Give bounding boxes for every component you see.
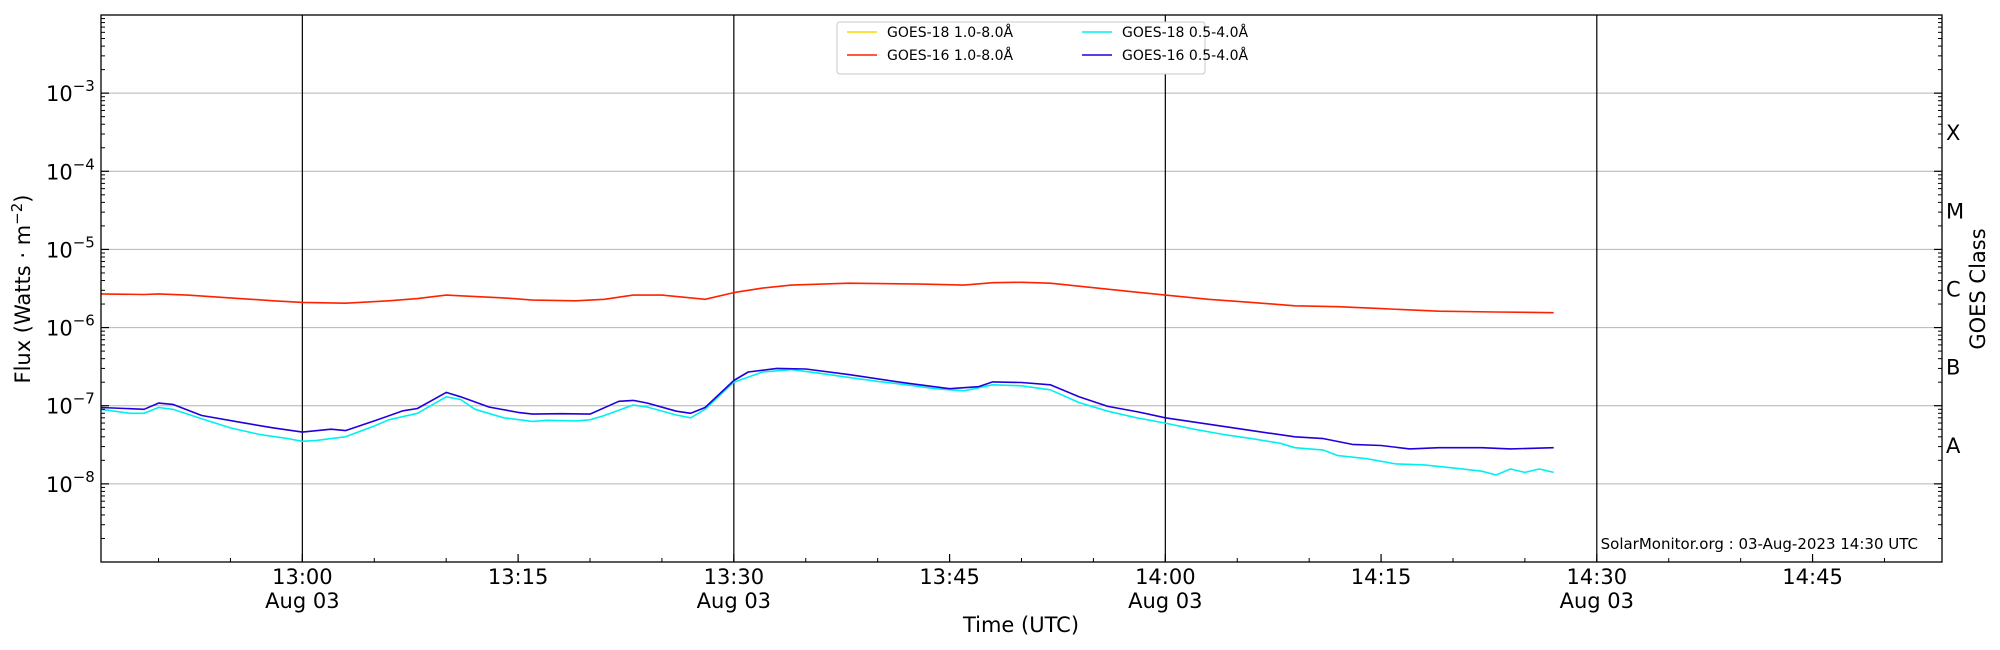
legend-box [836,21,1206,75]
y-axis-label: Flux (Watts · m−2) [8,194,35,383]
legend-label: GOES-16 0.5-4.0Å [1122,47,1248,64]
x-tick-date-label: Aug 03 [265,589,339,613]
right-axis-label: GOES Class [1966,228,1990,349]
series-line-1 [100,281,1554,314]
x-tick-label: 13:00 [272,565,333,589]
goes-class-label: M [1946,199,1964,223]
series-layer [100,281,1554,476]
x-tick-date-label: Aug 03 [697,589,771,613]
legend-label: GOES-18 1.0-8.0Å [887,24,1013,41]
goes-class-label: X [1946,121,1960,145]
x-tick-label: 13:45 [919,565,980,589]
y-tick-label: 10−6 [46,312,95,341]
grid-layer [101,92,1942,485]
y-tick-label: 10−7 [46,390,95,419]
goes-class-label: C [1946,278,1961,302]
y-tick-label: 10−5 [46,233,95,262]
legend-label: GOES-18 0.5-4.0Å [1122,24,1248,41]
y-tick-label: 10−8 [46,468,95,497]
series-line-3 [100,367,1554,450]
class-layer: X M C B A [1946,121,1964,458]
x-tick-label: 13:15 [488,565,549,589]
x-tick-label: 14:30 [1567,565,1628,589]
y-tick-label: 10−4 [46,155,95,184]
plot-frame [100,14,1943,563]
x-tick-date-label: Aug 03 [1560,589,1634,613]
x-tick-date-label: Aug 03 [1128,589,1202,613]
series-line-2 [100,368,1554,476]
x-tick-label: 14:45 [1782,565,1843,589]
x-tick-label: 14:15 [1351,565,1412,589]
credit-annotation: SolarMonitor.org : 03-Aug-2023 14:30 UTC [1601,535,1918,553]
y-tick-label: 10−3 [46,77,95,106]
x-axis-label: Time (UTC) [962,613,1079,637]
y-ticks-layer: 10−3 10−4 10−5 10−6 10−7 10−8 [46,18,1942,539]
legend: GOES-18 1.0-8.0Å GOES-16 1.0-8.0Å GOES-18 … [836,21,1248,75]
goes-class-label: A [1946,434,1961,458]
legend-label: GOES-16 1.0-8.0Å [887,47,1013,64]
x-tick-label: 13:30 [704,565,765,589]
x-tick-label: 14:00 [1135,565,1196,589]
vline-layer [301,15,1598,562]
goes-class-label: B [1946,356,1960,380]
